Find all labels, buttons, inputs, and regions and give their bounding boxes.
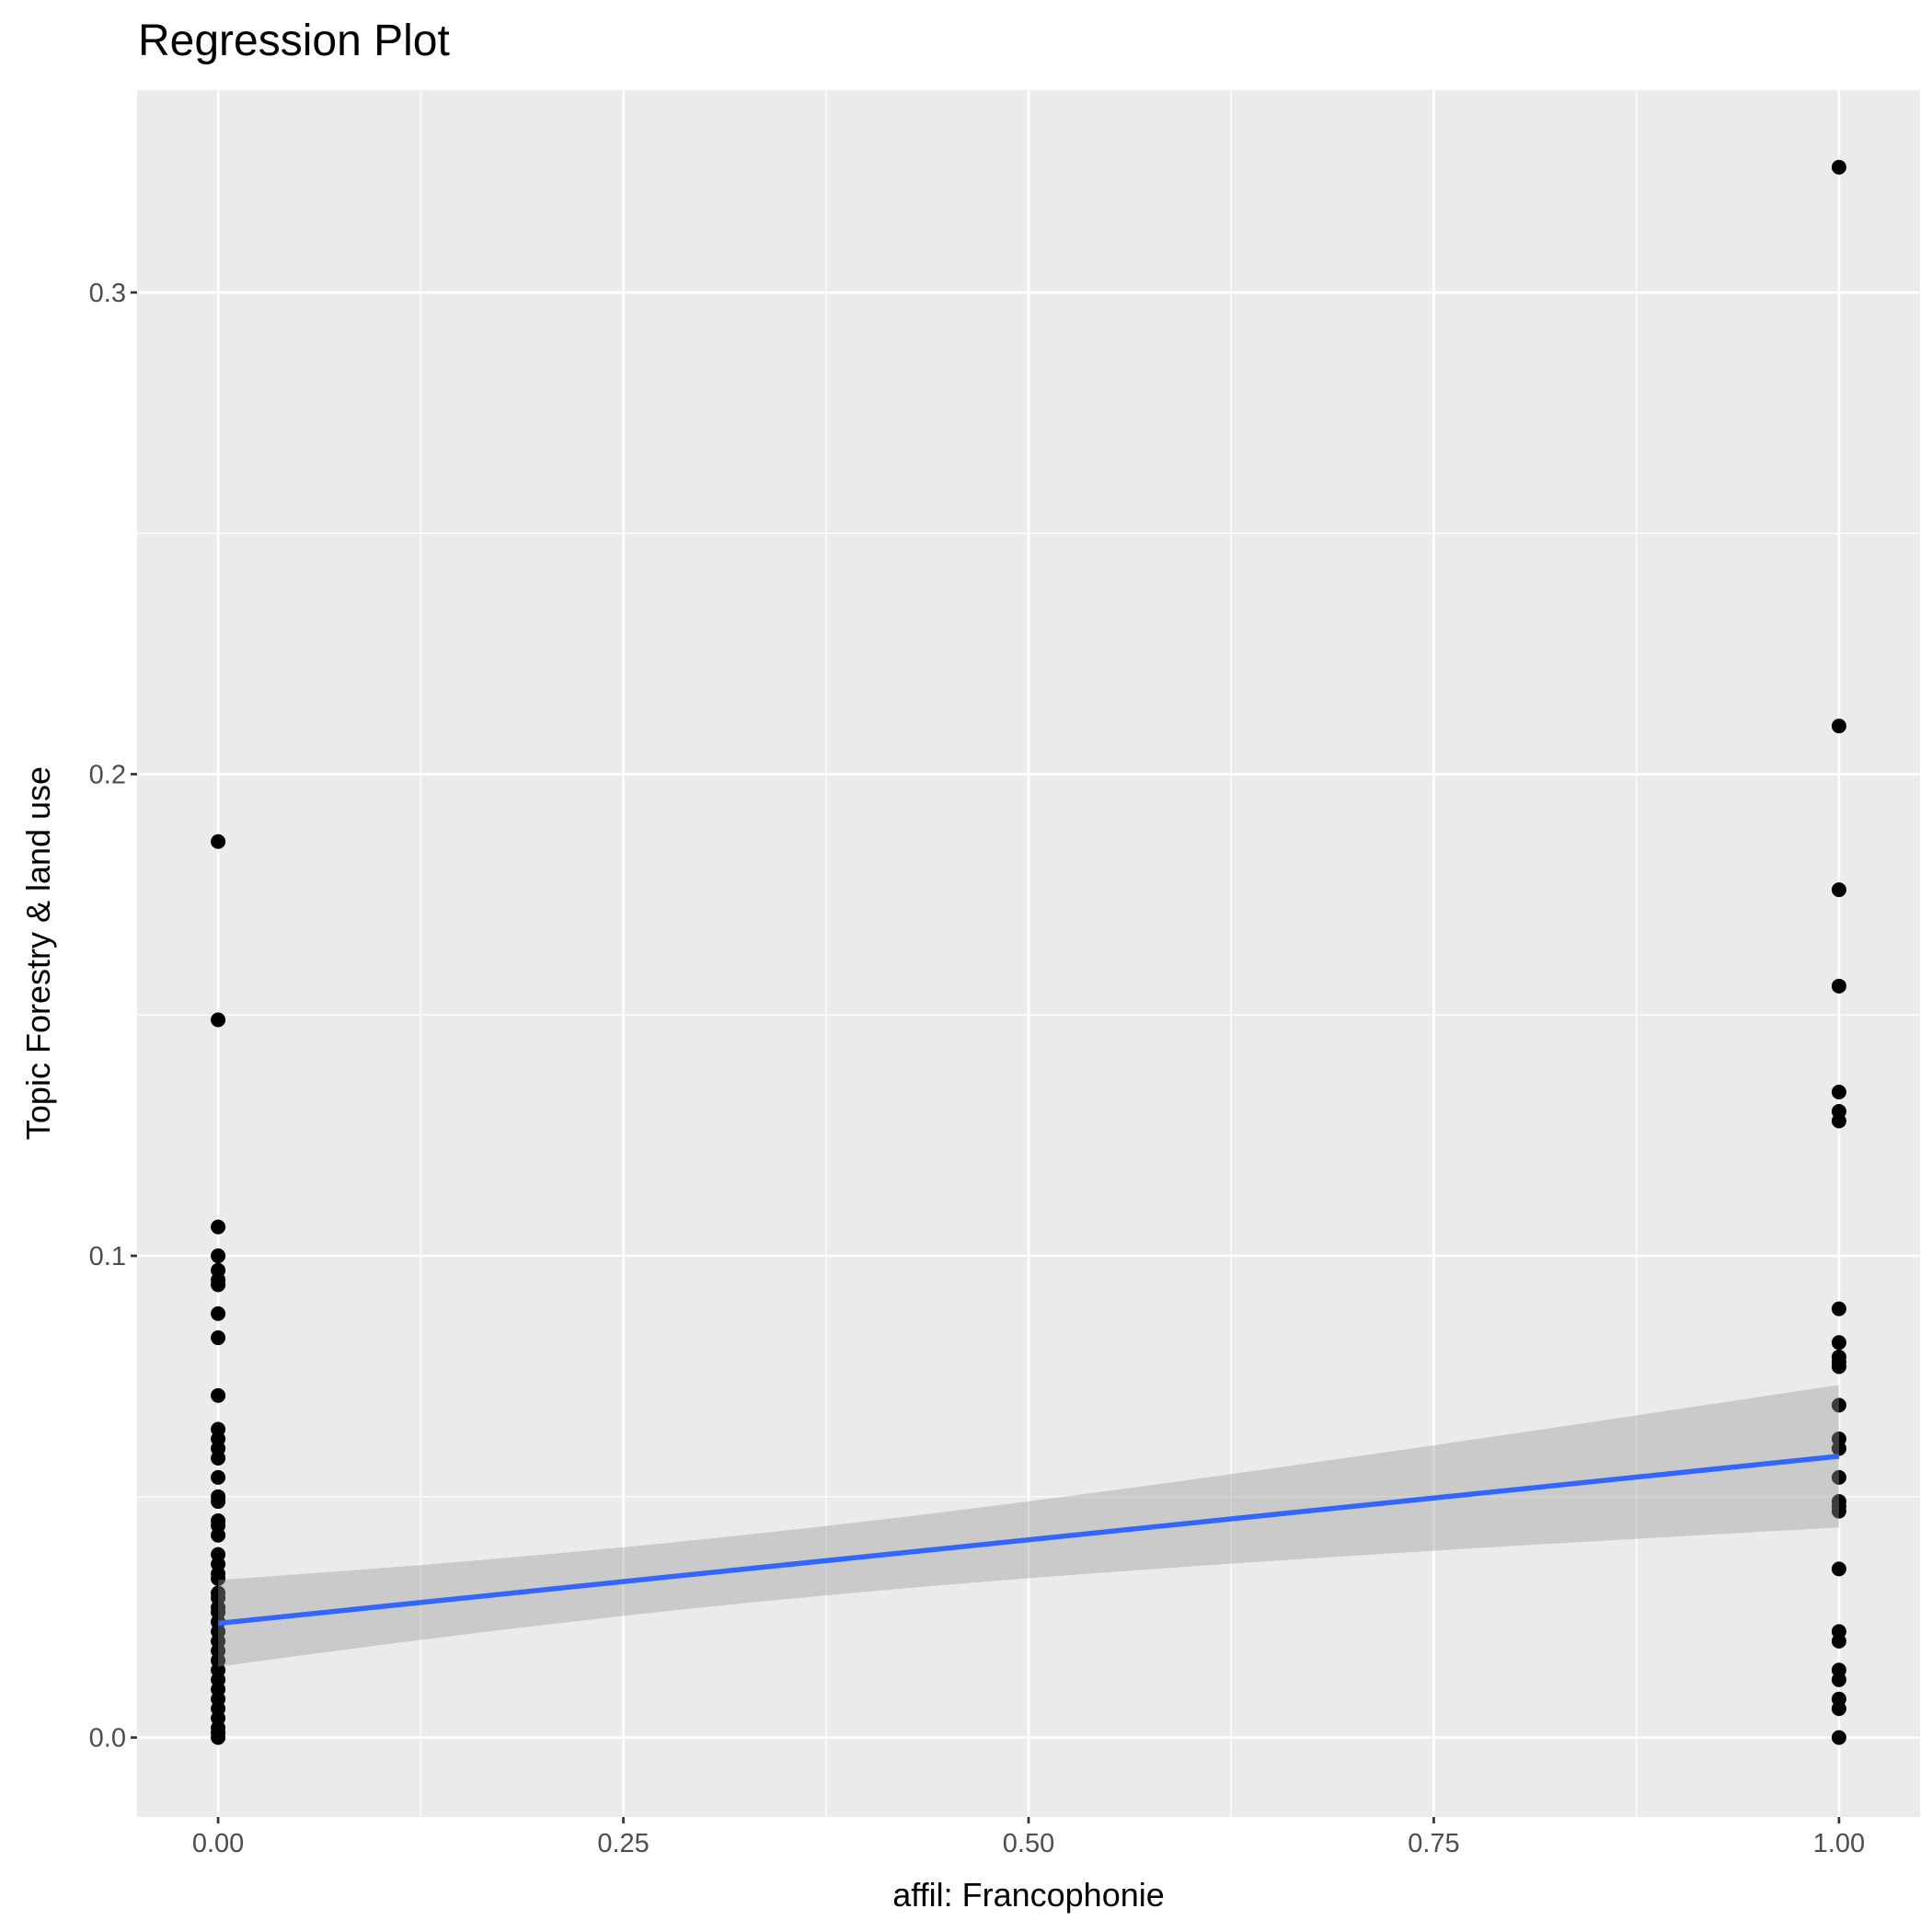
data-point xyxy=(211,1277,226,1293)
y-tick-label: 0.1 xyxy=(89,1242,126,1271)
data-point xyxy=(1831,159,1846,175)
regression-line xyxy=(217,1454,1840,1627)
x-tick-label: 0.00 xyxy=(192,1829,244,1858)
data-point xyxy=(211,1527,226,1543)
data-point xyxy=(1831,882,1846,898)
data-point xyxy=(211,1450,226,1466)
data-point xyxy=(211,1248,226,1264)
data-point xyxy=(1831,1441,1846,1456)
x-tick-label: 0.75 xyxy=(1408,1829,1459,1858)
data-point xyxy=(211,1330,226,1346)
data-point xyxy=(1831,1672,1846,1687)
data-point xyxy=(1831,978,1846,994)
data-point xyxy=(211,1494,226,1510)
data-point xyxy=(1831,1503,1846,1519)
data-point xyxy=(1831,1730,1846,1745)
y-tick-label: 0.3 xyxy=(89,279,126,308)
data-point xyxy=(1831,1397,1846,1413)
x-axis-title: affil: Francophonie xyxy=(892,1876,1165,1914)
data-point xyxy=(1831,1359,1846,1374)
data-point xyxy=(1831,1561,1846,1577)
data-points xyxy=(211,159,1846,1745)
data-point xyxy=(1831,719,1846,734)
data-point xyxy=(1831,1113,1846,1129)
data-point xyxy=(1831,1301,1846,1317)
data-point xyxy=(211,1219,226,1235)
data-point xyxy=(1831,1335,1846,1351)
data-point xyxy=(211,1570,226,1586)
y-tick-label: 0.2 xyxy=(89,760,126,789)
x-tick-label: 0.50 xyxy=(1003,1829,1054,1858)
y-tick-label: 0.0 xyxy=(89,1724,126,1754)
x-tick-label: 1.00 xyxy=(1813,1829,1865,1858)
data-point xyxy=(211,1469,226,1485)
confidence-band xyxy=(218,1385,1839,1667)
axes: 0.00 0.25 0.50 0.75 1.00 0.0 0.1 0.2 0.3 xyxy=(89,279,1865,1858)
data-point xyxy=(211,834,226,849)
data-point xyxy=(211,1305,226,1321)
ci-band-shape xyxy=(218,1385,1839,1667)
grid-lines xyxy=(137,90,1920,1817)
data-point xyxy=(211,1387,226,1403)
data-point xyxy=(1831,1469,1846,1485)
x-tick-label: 0.25 xyxy=(597,1829,649,1858)
data-point xyxy=(1831,1701,1846,1717)
data-point xyxy=(211,1730,226,1745)
data-point xyxy=(1831,1633,1846,1649)
data-point xyxy=(1831,1085,1846,1100)
chart-title: Regression Plot xyxy=(138,17,450,65)
y-axis-title: Topic Forestry & land use xyxy=(19,766,57,1140)
fit-line xyxy=(217,1454,1840,1627)
data-point xyxy=(211,1012,226,1028)
